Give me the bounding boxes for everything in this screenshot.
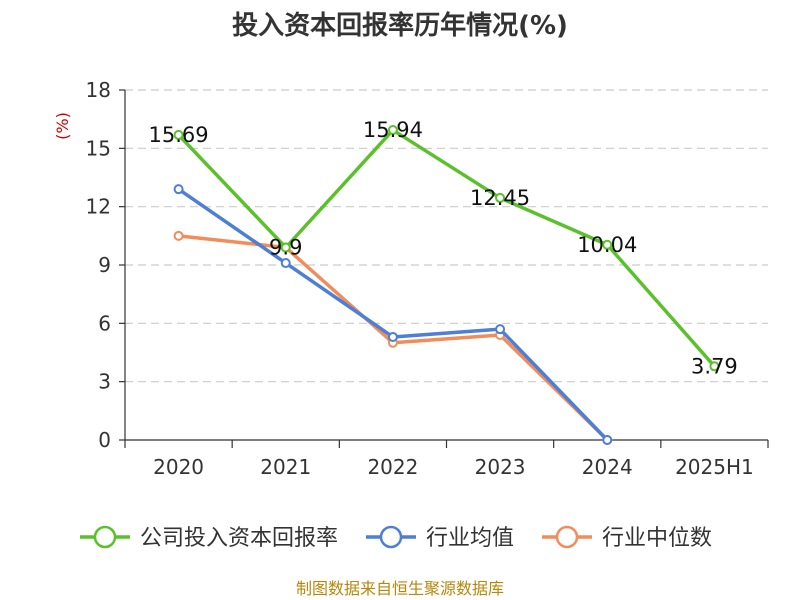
y-tick-label-9: 9 — [98, 253, 111, 277]
data-label-2021: 9.9 — [269, 236, 302, 260]
axes: 0 3 6 9 12 15 18 2020 2021 2022 2023 2024 2025H1 — [86, 78, 769, 479]
legend-marker-1 — [379, 525, 403, 549]
y-tick-label-18: 18 — [86, 78, 111, 102]
x-tick-label-2022: 2022 — [367, 455, 418, 479]
y-tick-label-0: 0 — [98, 428, 111, 452]
series-1-point-2021 — [280, 258, 291, 269]
y-tick-label-15: 15 — [86, 136, 111, 160]
series-layer — [173, 125, 720, 445]
x-tick-label-2024: 2024 — [582, 455, 633, 479]
series-line-0 — [177, 128, 716, 368]
y-tick-label-6: 6 — [98, 311, 111, 335]
series-0-point-2022 — [387, 125, 398, 136]
x-tick-label-2025H1: 2025H1 — [675, 455, 754, 479]
series-0-point-2024 — [602, 239, 613, 250]
data-label-2024: 10.04 — [577, 233, 637, 257]
y-tick-label-3: 3 — [98, 370, 111, 394]
data-label-2023: 12.45 — [470, 186, 530, 210]
series-line-1 — [177, 187, 609, 442]
source-note: 制图数据来自恒生聚源数据库 — [296, 579, 504, 598]
data-label-2022: 15.94 — [363, 118, 423, 142]
series-1-point-2020 — [173, 184, 184, 195]
legend-marker-0 — [93, 525, 117, 549]
legend-marker-2 — [555, 525, 579, 549]
series-2-point-2020 — [173, 230, 184, 241]
series-1-point-2023 — [495, 324, 506, 335]
chart-title: 投入资本回报率历年情况(%) — [232, 10, 568, 41]
legend-label-2: 行业中位数 — [602, 526, 712, 551]
x-tick-label-2023: 2023 — [475, 455, 526, 479]
series-0-point-2020 — [173, 129, 184, 140]
legend: 公司投入资本回报率 行业均值 行业中位数 — [80, 525, 712, 551]
gridlines — [125, 89, 768, 383]
y-axis-label: (%) — [53, 112, 72, 140]
y-tick-label-12: 12 — [86, 195, 111, 219]
series-0-point-2021 — [280, 242, 291, 253]
x-tick-label-2021: 2021 — [260, 455, 311, 479]
data-label-2020: 15.69 — [149, 123, 209, 147]
data-label-2025H1: 3.79 — [691, 354, 738, 378]
series-0-point-2023 — [495, 192, 506, 203]
series-1-point-2024 — [602, 435, 613, 445]
data-labels: 15.69 9.9 15.94 12.45 10.04 3.79 — [149, 118, 738, 378]
series-1-point-2022 — [387, 331, 398, 342]
x-tick-label-2020: 2020 — [153, 455, 204, 479]
series-0-point-2025H1 — [709, 361, 720, 372]
legend-label-0: 公司投入资本回报率 — [140, 526, 338, 551]
legend-label-1: 行业均值 — [426, 526, 514, 551]
